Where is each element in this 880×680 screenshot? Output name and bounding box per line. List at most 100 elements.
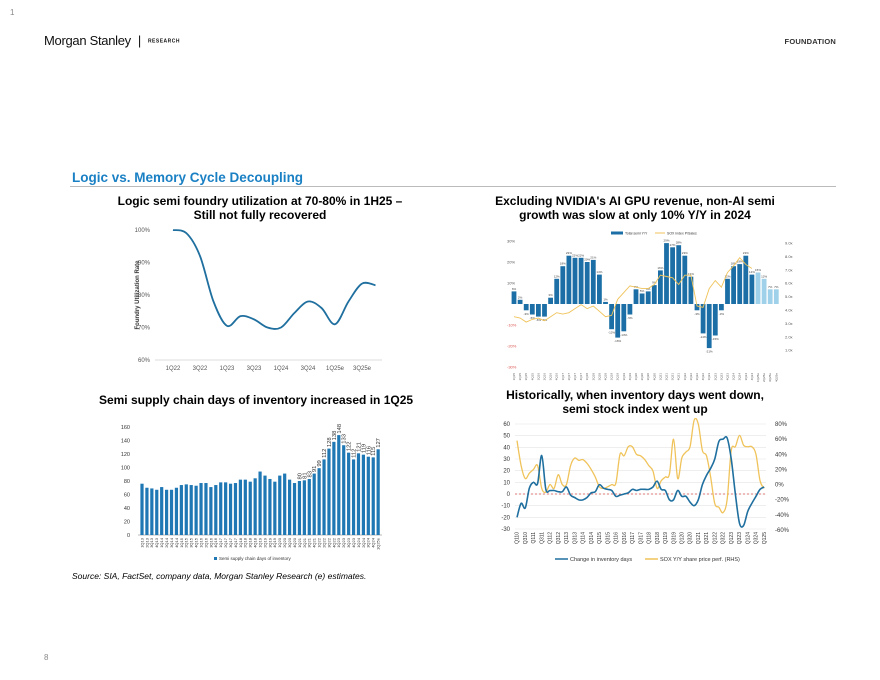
x-tick-label: 4Q20 [292, 537, 297, 548]
x-tick-label: Q113 [564, 532, 570, 544]
bar-data-label: -16% [614, 339, 621, 343]
chart1-title-line: Logic semi foundry utilization at 70-80%… [117, 194, 403, 208]
x-tick-label: 1Q20 [634, 373, 638, 381]
y-tick-label: 70% [138, 326, 151, 332]
inventory-bar [297, 481, 302, 535]
x-tick-label: 4Q24 [371, 537, 376, 548]
x-tick-label: 3Q17 [228, 537, 233, 548]
bar-data-label: 91 [312, 466, 318, 472]
growth-bar [749, 274, 755, 304]
bar-data-label: 115 [371, 447, 377, 456]
x-tick-label: 1Q23 [220, 366, 235, 372]
chart2-title-line: growth was slow at only 10% Y/Y in 2024 [519, 208, 751, 222]
brand-logo: Morgan Stanley | RESEARCH [44, 33, 180, 48]
inventory-bar [224, 482, 228, 535]
bar-data-label: 22% [572, 253, 578, 257]
inventory-bar [243, 479, 247, 535]
x-tick-label: 1Q20 [277, 537, 282, 548]
chart4-title: Historically, when inventory days went d… [475, 388, 795, 416]
x-tick-label: 4Q15 [530, 373, 534, 381]
inventory-bar [169, 489, 174, 535]
y-tick-label-right: 20% [775, 467, 788, 473]
growth-bar [712, 304, 718, 336]
y-tick-label-right: 1.0x [785, 348, 793, 353]
x-tick-label: 2Q20 [282, 537, 287, 548]
chart2-title-line: Excluding NVIDIA's AI GPU revenue, non-A… [495, 194, 775, 208]
x-tick-label: 4Q13 [154, 537, 159, 548]
legend-label: Total semi Y/Y [625, 232, 648, 236]
growth-bar [603, 301, 608, 304]
y-tick-label: 60 [124, 493, 130, 499]
bar-data-label: -14% [700, 335, 707, 339]
x-tick-label: 3Q25e [768, 373, 772, 382]
x-tick-label: 1Q25e [756, 373, 760, 382]
inventory-bar [145, 487, 149, 535]
x-tick-label: 2Q21 [302, 537, 307, 548]
x-tick-label: Q115 [597, 532, 603, 544]
bar-data-label: 127 [376, 438, 382, 448]
inventory-bar [366, 456, 370, 535]
growth-bar [566, 255, 572, 304]
foundry-utilization-chart: 60% 70% 80% 90% 100% 1Q22 3Q22 1Q23 3Q23 1Q24 3Q24… [135, 228, 382, 372]
y-tick-label-left: 20% [507, 260, 515, 265]
inventory-bar [199, 483, 203, 535]
x-tick-label: 2Q23 [341, 537, 346, 548]
growth-bar [615, 304, 621, 338]
inventory-bar [268, 478, 272, 535]
bar-data-label: 128 [327, 437, 333, 447]
growth-bar [584, 262, 590, 304]
inventory-bar [233, 483, 238, 535]
growth-bar [517, 299, 523, 304]
x-tick-label: 2Q16 [203, 537, 208, 548]
x-tick-label: 4Q16 [213, 537, 218, 548]
growth-bar [731, 266, 736, 304]
semi-growth-chart: 30% 20% 10% -10% -20% -30% 9.0x 8.0x 7.0x 6.0x 5.0… [507, 231, 793, 382]
bar-data-label: 122 [347, 441, 353, 451]
inventory-bar [174, 487, 179, 535]
x-tick-label: 2Q14 [164, 537, 169, 548]
x-tick-label: 2Q15 [518, 373, 522, 381]
growth-bar [725, 278, 730, 304]
x-tick-label: 4Q23 [726, 373, 730, 381]
y-tick-label-right: 0% [775, 483, 784, 489]
growth-bar [572, 257, 578, 304]
y-tick-label-right: -60% [775, 528, 790, 534]
x-tick-label: 1Q24 [274, 366, 289, 372]
x-tick-label: 2Q23 [713, 373, 717, 381]
x-tick-label: 2Q18 [243, 537, 248, 548]
bar-data-label: 22% [578, 253, 584, 257]
x-tick-label: 4Q15 [194, 537, 199, 548]
y-tick-label-right: 9.0x [785, 241, 793, 246]
bar-data-label: 20% [584, 258, 590, 262]
bar-data-label: 112 [322, 449, 328, 458]
x-tick-label: Q313 [572, 532, 578, 544]
x-tick-label: 1Q19 [610, 373, 614, 381]
x-tick-label: Q123 [729, 532, 735, 544]
bar-data-label: 23% [682, 251, 688, 255]
x-tick-label: 3Q21 [307, 537, 312, 548]
growth-bar [548, 297, 553, 304]
growth-bar [651, 285, 657, 304]
x-tick-label: Q112 [548, 532, 554, 544]
inventory-vs-sox-chart: 60 50 40 30 20 10 0 -10 -20 -30 80% 60% 40% 20% 0% -20%… [501, 418, 790, 563]
growth-bar [511, 291, 517, 304]
x-tick-label: 4Q23 [351, 537, 356, 548]
x-tick-label: 1Q19 [257, 537, 262, 548]
x-tick-label: 2Q17 [223, 537, 228, 548]
x-tick-label: Q118 [647, 532, 653, 544]
x-tick-label: 2Q16 [543, 373, 547, 381]
x-tick-label: 3Q14 [169, 537, 174, 548]
chart1-title: Logic semi foundry utilization at 70-80%… [110, 194, 410, 222]
x-tick-label: Q321 [704, 532, 710, 544]
y-tick-label-left: 10 [503, 480, 510, 486]
x-tick-label: Q116 [614, 532, 620, 544]
bar-data-label: -5% [530, 316, 536, 320]
x-tick-label: 3Q23 [719, 373, 723, 381]
plot-area [516, 418, 765, 528]
x-tick-label: 3Q16 [549, 373, 553, 381]
y-axis-label: Foundry Utilization Rate [135, 260, 141, 330]
section-title: Logic vs. Memory Cycle Decoupling [72, 170, 304, 185]
inventory-bar [273, 481, 277, 535]
x-tick-label: 2Q24 [361, 537, 366, 548]
y-tick-label-left: -20 [501, 515, 510, 521]
